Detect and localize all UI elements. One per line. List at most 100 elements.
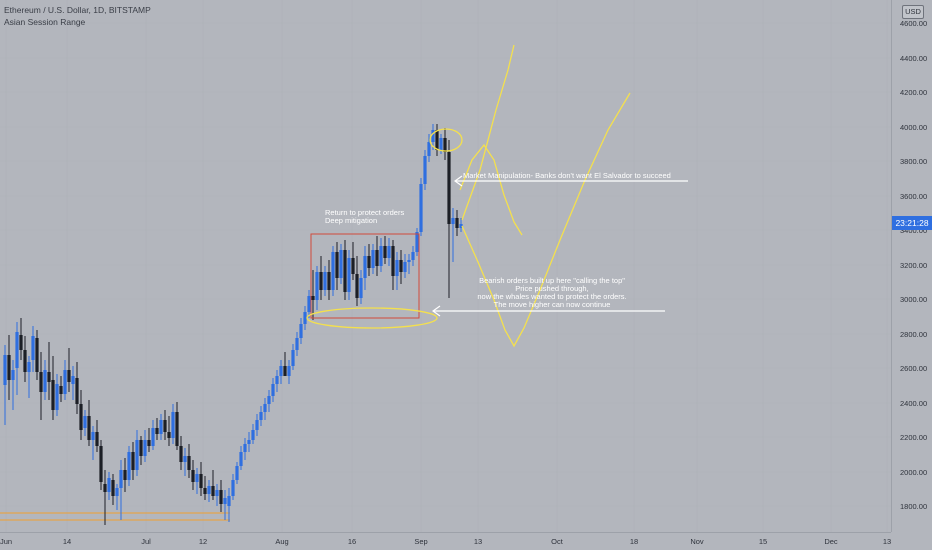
candle-body xyxy=(407,260,411,262)
candle-body xyxy=(99,446,103,482)
candle-body xyxy=(355,274,359,298)
candle-body xyxy=(227,496,231,506)
annotation-deep-mitigation: Deep mitigation xyxy=(325,216,377,225)
candle-body xyxy=(63,370,67,394)
time-label: 14 xyxy=(63,537,71,546)
candle-body xyxy=(199,474,203,488)
candle-body xyxy=(107,478,111,492)
candle-body xyxy=(327,272,331,290)
candle-body xyxy=(251,430,255,440)
candle-body xyxy=(135,440,139,470)
candle-body xyxy=(371,250,375,268)
candle-body xyxy=(295,338,299,350)
projection-up-line xyxy=(461,44,515,221)
candle-body xyxy=(415,232,419,252)
candle-body xyxy=(331,252,335,290)
candle-body xyxy=(263,404,267,412)
candle-body xyxy=(187,456,191,470)
candle-body xyxy=(303,312,307,324)
candle-body xyxy=(347,258,351,292)
candle-body xyxy=(3,355,7,385)
price-label: 2400.00 xyxy=(900,399,927,408)
candle-body xyxy=(7,355,11,380)
price-label: 4400.00 xyxy=(900,54,927,63)
candle-body xyxy=(191,470,195,482)
candle-body xyxy=(427,142,431,156)
candle-body xyxy=(391,246,395,276)
candle-body xyxy=(231,480,235,496)
drawings-layer[interactable] xyxy=(306,44,688,348)
indicator-label[interactable]: Asian Session Range xyxy=(4,17,86,27)
candle-body xyxy=(399,260,403,272)
price-label: 4000.00 xyxy=(900,123,927,132)
candle-body xyxy=(51,380,55,410)
candle-body xyxy=(367,256,371,268)
time-label: 12 xyxy=(199,537,207,546)
candle-body xyxy=(195,474,199,482)
candle-body xyxy=(19,335,23,350)
candle-body xyxy=(455,218,459,228)
countdown-price-badge: 23:21:28 xyxy=(892,216,932,230)
symbol-title[interactable]: Ethereum / U.S. Dollar, 1D, BITSTAMP xyxy=(4,5,151,15)
candle-body xyxy=(15,332,19,368)
arrow-head-manipulation xyxy=(453,175,463,187)
candle-body xyxy=(323,272,327,290)
price-axis[interactable] xyxy=(891,0,932,532)
candle-body xyxy=(351,258,355,274)
candle-body xyxy=(239,452,243,466)
candle-body xyxy=(299,324,303,338)
candle-body xyxy=(79,404,83,430)
candle-body xyxy=(359,278,363,298)
candle-body xyxy=(11,370,15,380)
candle-body xyxy=(343,250,347,292)
annotation-bearish-line: Bearish orders built up here "calling th… xyxy=(479,276,625,285)
candle-body xyxy=(247,440,251,444)
candle-body xyxy=(67,370,71,382)
candle-body xyxy=(131,452,135,470)
candle-body xyxy=(403,262,407,272)
time-label: Oct xyxy=(551,537,564,546)
candle-body xyxy=(443,138,447,152)
candle-body xyxy=(123,470,127,480)
annotation-manipulation: Market Manipulation- Banks don't want El… xyxy=(463,171,671,180)
candle-body xyxy=(87,416,91,440)
candle-body xyxy=(147,440,151,446)
candle-body xyxy=(31,336,35,360)
candle-body xyxy=(71,376,75,384)
candle-body xyxy=(283,366,287,376)
candle-body xyxy=(75,378,79,404)
price-label: 2600.00 xyxy=(900,364,927,373)
price-label: 2800.00 xyxy=(900,330,927,339)
price-label: 4600.00 xyxy=(900,19,927,28)
candle-body xyxy=(287,366,291,376)
asian-session-range-lines xyxy=(0,512,230,521)
candle-body xyxy=(319,272,323,290)
price-label: 3600.00 xyxy=(900,192,927,201)
candle-body xyxy=(419,184,423,232)
price-label: 3000.00 xyxy=(900,295,927,304)
time-label: Dec xyxy=(824,537,838,546)
candle-body xyxy=(43,370,47,392)
candle-body xyxy=(267,396,271,404)
price-label: 3800.00 xyxy=(900,157,927,166)
candle-body xyxy=(375,250,379,266)
time-axis[interactable] xyxy=(0,532,891,550)
candle-body xyxy=(111,480,115,496)
candle-body xyxy=(91,432,95,440)
annotation-bearish-line: now the whales wanted to protect the ord… xyxy=(477,292,626,301)
candle-body xyxy=(311,296,315,300)
annotation-return-orders: Return to protect orders xyxy=(325,208,404,217)
candle-body xyxy=(235,466,239,480)
price-label: 3200.00 xyxy=(900,261,927,270)
candle-body xyxy=(163,420,167,432)
candle-body xyxy=(435,130,439,150)
candle-body xyxy=(215,490,219,496)
candle-body xyxy=(439,138,443,150)
currency-badge[interactable]: USD xyxy=(902,5,924,19)
chart-legend[interactable]: Ethereum / U.S. Dollar, 1D, BITSTAMP Asi… xyxy=(4,4,151,28)
candle-body xyxy=(363,256,367,278)
candle-body xyxy=(387,246,391,258)
candle-body xyxy=(27,362,31,372)
